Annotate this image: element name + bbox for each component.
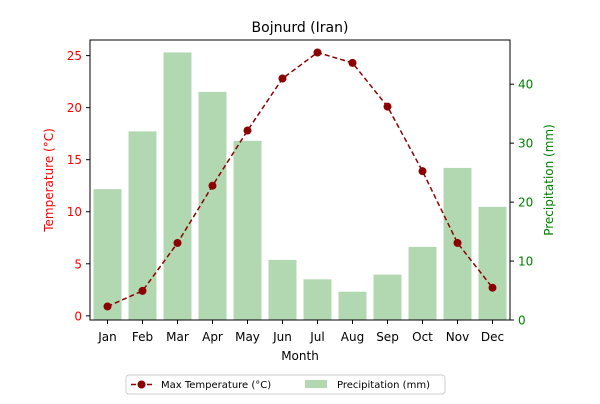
legend-marker-swatch [137, 380, 146, 389]
right-y-axis: 0 10 20 30 40 [510, 78, 533, 328]
temperature-line-layer [103, 48, 497, 311]
left-y-axis: 0 5 10 15 20 25 [67, 49, 90, 323]
left-y-tick-label: 0 [74, 309, 82, 323]
temperature-point [243, 126, 252, 135]
precipitation-bar [268, 259, 297, 320]
precipitation-bar [338, 291, 367, 320]
x-axis-label: Month [281, 349, 319, 363]
temperature-point [383, 102, 392, 111]
plot-frame [89, 39, 511, 321]
temperature-point [453, 238, 462, 247]
precipitation-bar [163, 52, 192, 320]
legend-box [125, 374, 446, 395]
legend-bar-swatch [305, 380, 327, 388]
left-y-tick-label: 20 [67, 101, 82, 115]
precipitation-bar [408, 246, 437, 320]
left-y-tick-label: 15 [67, 153, 82, 167]
right-y-tick-label: 20 [518, 196, 533, 210]
temperature-point [418, 167, 427, 176]
temperature-point [278, 74, 287, 83]
x-tick-label: Dec [481, 330, 504, 344]
right-y-tick-label: 30 [518, 137, 533, 151]
x-tick-label: Aug [341, 330, 364, 344]
temperature-point [313, 48, 322, 57]
x-axis: Jan Feb Mar Apr May Jun Jul Aug Sep Oct Nov Dec [97, 320, 504, 344]
x-tick-label: Mar [166, 330, 189, 344]
chart-title: Bojnurd (Iran) [252, 20, 349, 36]
x-tick-label: Oct [412, 330, 433, 344]
temperature-point [138, 286, 147, 295]
x-tick-label: Jul [309, 330, 324, 344]
left-y-axis-label: Temperature (°C) [42, 128, 56, 233]
legend-label-temperature: Max Temperature (°C) [161, 380, 271, 391]
temperature-point [348, 58, 357, 67]
left-y-tick-label: 25 [67, 49, 82, 63]
right-y-tick-label: 10 [518, 255, 533, 269]
temperature-point [103, 302, 112, 311]
right-y-axis-label: Precipitation (mm) [542, 124, 556, 236]
precipitation-bar [198, 91, 227, 321]
temperature-point [488, 283, 497, 292]
precipitation-bar [93, 189, 122, 320]
legend: Max Temperature (°C) Precipitation (mm) [125, 374, 446, 395]
x-tick-label: Jun [272, 330, 292, 344]
x-tick-label: Sep [376, 330, 399, 344]
left-y-tick-label: 10 [67, 205, 82, 219]
left-y-tick-label: 5 [74, 257, 82, 271]
precipitation-bars [93, 52, 507, 321]
x-tick-label: May [235, 330, 260, 344]
temperature-line [107, 51, 494, 308]
precipitation-bar [233, 140, 262, 320]
x-tick-label: Feb [132, 330, 153, 344]
temperature-point [173, 238, 182, 247]
x-tick-label: Nov [446, 330, 469, 344]
precipitation-bar [478, 206, 507, 320]
precipitation-bar [373, 274, 402, 320]
right-y-tick-label: 0 [518, 314, 526, 328]
precipitation-bar [303, 279, 332, 320]
legend-label-precipitation: Precipitation (mm) [337, 380, 430, 391]
right-y-tick-label: 40 [518, 78, 533, 92]
x-tick-label: Jan [97, 330, 117, 344]
x-tick-label: Apr [202, 330, 223, 344]
temperature-point [208, 181, 217, 190]
